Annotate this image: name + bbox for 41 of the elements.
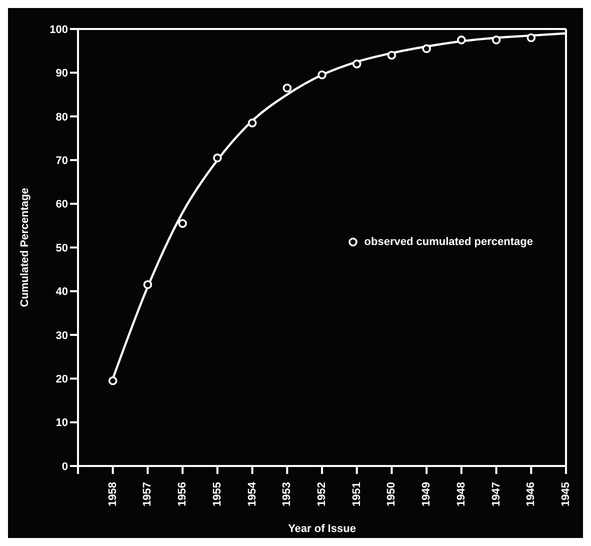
y-tick-label: 30 — [56, 330, 68, 342]
x-tick-label: 1950 — [386, 482, 398, 506]
y-tick-label: 70 — [56, 155, 68, 168]
point — [143, 280, 152, 290]
x-tick-label: 1956 — [176, 482, 189, 506]
x-tick-label: 1958 — [106, 482, 119, 506]
x-tick-label: 1946 — [525, 482, 538, 506]
y-tick-label: 50 — [56, 242, 68, 254]
x-tick-label: 1949 — [420, 482, 433, 506]
x-axis-title: Year of Issue — [288, 523, 356, 535]
point — [526, 33, 536, 42]
x-tick-label: 1951 — [350, 482, 363, 506]
point — [492, 36, 501, 44]
y-tick-label: 40 — [56, 286, 68, 298]
y-tick-label: 10 — [56, 417, 68, 430]
point — [248, 118, 257, 128]
x-tick-label: 1953 — [281, 482, 294, 506]
x-tick-label: 1947 — [490, 482, 502, 506]
point — [213, 154, 222, 162]
x-tick-label: 1948 — [455, 482, 468, 506]
point — [457, 36, 466, 44]
y-tick-label: 60 — [56, 198, 68, 211]
legend-label: observed cumulated percentage — [364, 236, 533, 248]
x-tick-label: 1957 — [142, 482, 154, 506]
y-tick-label: 0 — [62, 460, 68, 473]
y-tick-label: 80 — [56, 111, 68, 124]
x-tick-label: 1952 — [316, 482, 328, 506]
y-axis-title: Cumulated Percentage — [18, 188, 31, 308]
x-tick-label: 1955 — [211, 482, 224, 506]
point — [108, 376, 118, 386]
point — [282, 84, 292, 92]
point — [318, 70, 326, 80]
x-tick-label: 1954 — [246, 481, 258, 506]
y-tick-label: 20 — [56, 374, 68, 386]
point — [387, 50, 396, 60]
x-tick-label: 1945 — [560, 482, 572, 506]
y-tick-label: 100 — [50, 24, 68, 36]
point — [352, 60, 362, 68]
point — [422, 44, 431, 54]
point — [178, 219, 187, 228]
y-tick-label: 90 — [56, 68, 68, 80]
